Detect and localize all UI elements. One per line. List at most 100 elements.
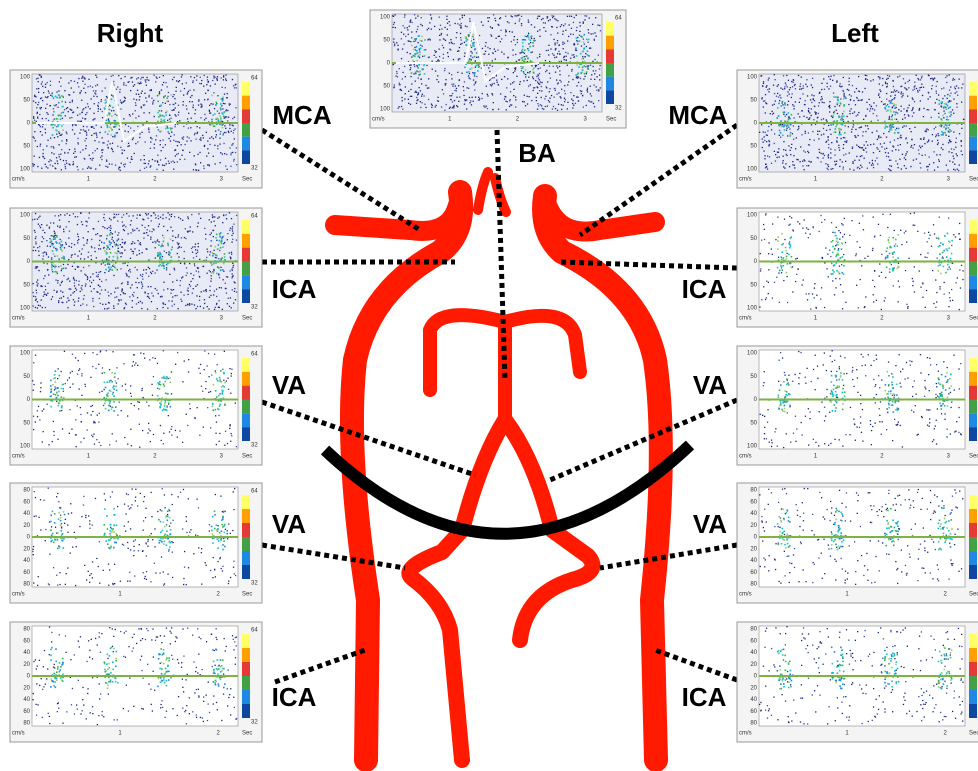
speckle-dot <box>494 83 495 84</box>
speckle-dot <box>33 429 34 430</box>
speckle-dot <box>594 73 595 74</box>
speckle-dot <box>209 144 210 145</box>
flow-dot <box>107 392 109 394</box>
speckle-dot <box>931 117 932 118</box>
speckle-dot <box>511 41 512 42</box>
speckle-dot <box>144 168 145 169</box>
speckle-dot <box>901 111 902 112</box>
speckle-dot <box>938 94 939 95</box>
connector <box>655 650 737 680</box>
speckle-dot <box>139 99 140 100</box>
speckle-dot <box>186 275 187 276</box>
speckle-dot <box>865 148 866 149</box>
speckle-dot <box>181 662 182 663</box>
speckle-dot <box>151 231 152 232</box>
speckle-dot <box>85 221 86 222</box>
flow-dot <box>113 401 115 403</box>
speckle-dot <box>200 364 201 365</box>
speckle-dot <box>67 380 68 381</box>
speckle-dot <box>55 163 56 164</box>
flow-dot <box>465 44 467 46</box>
speckle-dot <box>41 97 42 98</box>
speckle-dot <box>81 121 82 122</box>
flow-dot <box>220 679 222 681</box>
speckle-dot <box>955 147 956 148</box>
speckle-dot <box>539 84 540 85</box>
speckle-dot <box>392 27 393 28</box>
flow-dot <box>213 672 215 674</box>
speckle-dot <box>107 228 108 229</box>
flow-dot <box>411 72 413 74</box>
speckle-dot <box>478 97 479 98</box>
speckle-dot <box>525 105 526 106</box>
speckle-dot <box>208 353 209 354</box>
speckle-dot <box>125 226 126 227</box>
speckle-dot <box>101 633 102 634</box>
speckle-dot <box>194 692 195 693</box>
flow-dot <box>112 269 114 271</box>
flow-dot <box>51 269 53 271</box>
flow-dot <box>106 235 108 237</box>
speckle-dot <box>437 60 438 61</box>
speckle-dot <box>170 140 171 141</box>
speckle-dot <box>43 686 44 687</box>
speckle-dot <box>233 85 234 86</box>
speckle-dot <box>571 99 572 100</box>
speckle-dot <box>92 525 93 526</box>
speckle-dot <box>109 163 110 164</box>
speckle-dot <box>57 160 58 161</box>
speckle-dot <box>525 76 526 77</box>
speckle-dot <box>200 373 201 374</box>
speckle-dot <box>175 126 176 127</box>
speckle-dot <box>161 150 162 151</box>
speckle-dot <box>184 237 185 238</box>
speckle-dot <box>199 300 200 301</box>
speckle-dot <box>81 100 82 101</box>
speckle-dot <box>214 569 215 570</box>
speckle-dot <box>421 78 422 79</box>
speckle-dot <box>541 86 542 87</box>
speckle-dot <box>521 52 522 53</box>
speckle-dot <box>178 662 179 663</box>
speckle-dot <box>401 90 402 91</box>
speckle-dot <box>223 271 224 272</box>
speckle-dot <box>489 80 490 81</box>
speckle-dot <box>95 234 96 235</box>
speckle-dot <box>171 429 172 430</box>
speckle-dot <box>65 519 66 520</box>
speckle-dot <box>589 17 590 18</box>
speckle-dot <box>536 97 537 98</box>
flow-dot <box>161 668 163 670</box>
speckle-dot <box>132 294 133 295</box>
speckle-dot <box>236 147 237 148</box>
speckle-dot <box>87 688 88 689</box>
speckle-dot <box>211 278 212 279</box>
speckle-dot <box>35 102 36 103</box>
speckle-dot <box>524 101 525 102</box>
speckle-dot <box>154 546 155 547</box>
doppler-panel: 643210050050100cm/s123Sec <box>737 70 978 188</box>
speckle-dot <box>791 81 792 82</box>
speckle-dot <box>84 158 85 159</box>
scale-max: 64 <box>251 489 258 495</box>
speckle-dot <box>199 296 200 297</box>
speckle-dot <box>44 275 45 276</box>
speckle-dot <box>451 84 452 85</box>
speckle-dot <box>798 75 799 76</box>
speckle-dot <box>147 432 148 433</box>
flow-dot <box>61 535 63 537</box>
flow-dot <box>117 256 119 258</box>
speckle-dot <box>126 273 127 274</box>
speckle-dot <box>512 82 513 83</box>
speckle-dot <box>453 107 454 108</box>
flow-dot <box>166 393 168 395</box>
speckle-dot <box>199 152 200 153</box>
speckle-dot <box>209 138 210 139</box>
speckle-dot <box>198 222 199 223</box>
speckle-dot <box>458 58 459 59</box>
speckle-dot <box>123 293 124 294</box>
flow-dot <box>163 383 165 385</box>
flow-dot <box>159 259 161 261</box>
speckle-dot <box>210 281 211 282</box>
speckle-dot <box>547 16 548 17</box>
